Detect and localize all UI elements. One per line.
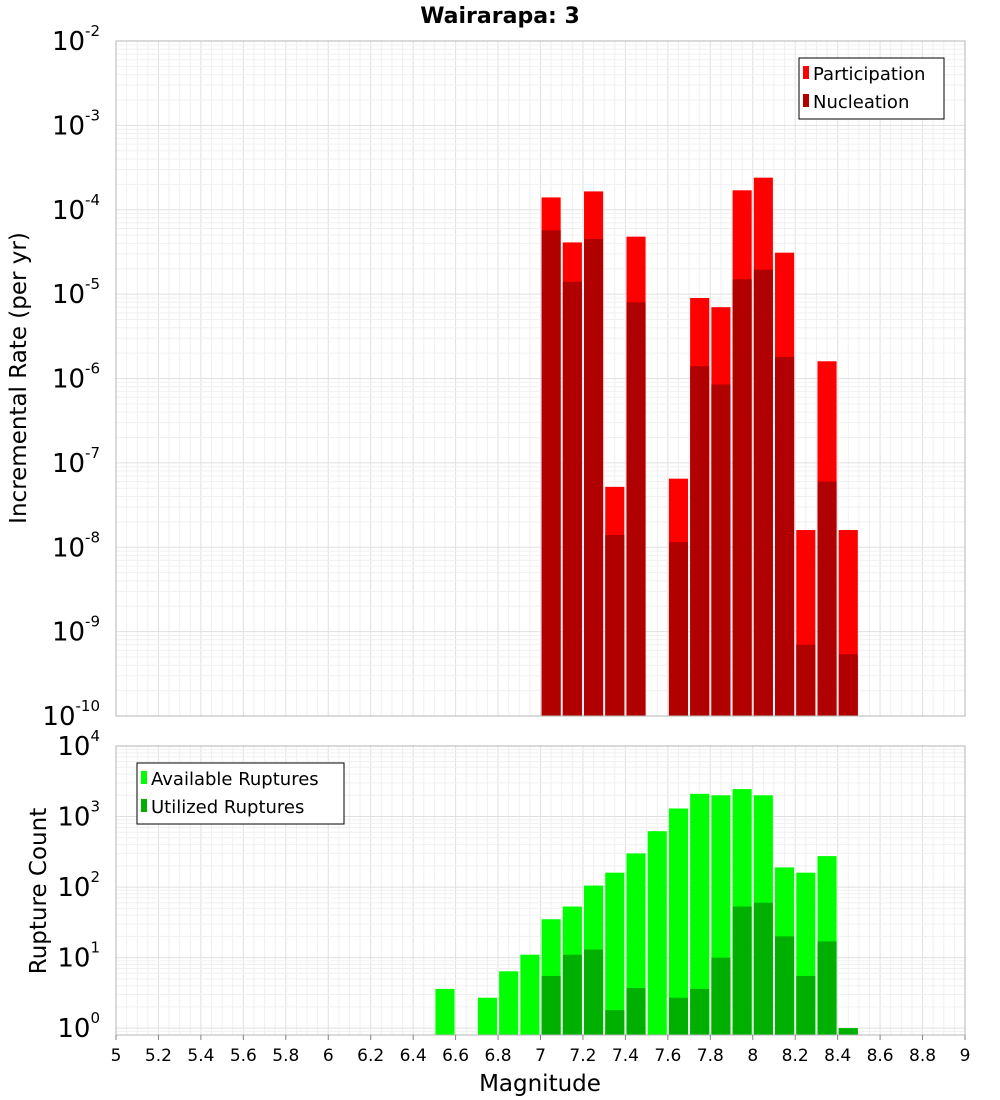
- y-tick-label: 10-9: [52, 613, 100, 648]
- bar-utilized-ruptures: [775, 936, 795, 1035]
- bar-utilized-ruptures: [838, 1028, 858, 1035]
- x-tick-label: 5.6: [230, 1046, 257, 1066]
- x-tick-label: 7.8: [697, 1046, 724, 1066]
- bar-utilized-ruptures: [584, 949, 604, 1035]
- x-tick-label: 6.2: [357, 1046, 384, 1066]
- x-tick-label: 6.6: [442, 1046, 469, 1066]
- legend-label-nucleation: Nucleation: [813, 92, 909, 113]
- rate-panel: 10-10 10-9 10-8 10-7 10-6 10-5 10-4 10-3 10-2 Par…: [42, 22, 966, 732]
- bar-nucleation: [753, 269, 773, 716]
- x-tick-label: 7.6: [654, 1046, 681, 1066]
- bar-available-ruptures: [499, 971, 519, 1035]
- y-tick-label: 10-4: [52, 191, 100, 226]
- x-tick-label: 8: [747, 1046, 758, 1066]
- legend-swatch-available-ruptures: [141, 771, 147, 784]
- y-tick-label: 104: [57, 727, 100, 762]
- x-tick-label: 5: [111, 1046, 122, 1066]
- legend-label-available-ruptures: Available Ruptures: [151, 769, 319, 790]
- y-tick-label: 10-10: [42, 697, 100, 732]
- legend-swatch-utilized-ruptures: [141, 799, 147, 812]
- bar-available-ruptures: [690, 793, 710, 1035]
- legend-box: [798, 57, 945, 120]
- y-tick-label: 10-8: [52, 528, 100, 563]
- bar-utilized-ruptures: [690, 988, 710, 1035]
- bar-nucleation: [732, 279, 752, 716]
- bar-nucleation: [605, 534, 625, 716]
- bar-nucleation: [668, 542, 689, 716]
- x-tick-label: 8.8: [909, 1046, 936, 1066]
- x-tick-label: 7.2: [569, 1046, 596, 1066]
- bar-nucleation: [775, 356, 795, 716]
- y-tick-label: 10-2: [52, 22, 100, 57]
- x-tick-label: 5.2: [145, 1046, 172, 1066]
- top-y-tick-labels: 10-10 10-9 10-8 10-7 10-6 10-5 10-4 10-3 10-2: [42, 22, 100, 732]
- x-tick-label: 5.8: [272, 1046, 299, 1066]
- x-tick-label: 6: [323, 1046, 334, 1066]
- x-axis-label: Magnitude: [479, 1071, 601, 1097]
- x-tick-label: 7.4: [612, 1046, 639, 1066]
- bar-available-ruptures: [520, 954, 540, 1035]
- bar-available-ruptures: [435, 988, 455, 1035]
- y-tick-label: 10-5: [52, 275, 100, 310]
- bar-utilized-ruptures: [626, 988, 646, 1035]
- y-tick-label: 103: [57, 798, 100, 833]
- y-tick-label: 101: [57, 939, 100, 974]
- bar-utilized-ruptures: [753, 902, 773, 1035]
- bar-nucleation: [838, 654, 858, 716]
- x-tick-label: 8.6: [867, 1046, 894, 1066]
- x-tick-label: 5.4: [187, 1046, 214, 1066]
- y-tick-label: 102: [57, 868, 100, 903]
- bar-utilized-ruptures: [668, 997, 689, 1035]
- count-panel: 100 101 102 103 104 5 5.2 5.4 5.6 5.8 6 6.2 6.4 6.6 6.…: [57, 727, 970, 1066]
- x-tick-label: 8.2: [782, 1046, 809, 1066]
- x-tick-label: 9: [960, 1046, 971, 1066]
- legend-swatch-participation: [803, 66, 809, 79]
- legend-box: [136, 762, 345, 825]
- bar-nucleation: [541, 230, 561, 716]
- bar-utilized-ruptures: [541, 975, 561, 1035]
- bar-nucleation: [562, 281, 582, 716]
- bar-nucleation: [626, 302, 646, 716]
- x-tick-label: 8.4: [824, 1046, 851, 1066]
- y-tick-label: 10-3: [52, 106, 100, 141]
- bar-utilized-ruptures: [732, 906, 752, 1035]
- chart-title: Wairarapa: 3: [420, 4, 580, 29]
- legend-label-participation: Participation: [813, 64, 925, 85]
- x-tick-label: 6.4: [400, 1046, 427, 1066]
- bottom-x-tick-labels: 5 5.2 5.4 5.6 5.8 6 6.2 6.4 6.6 6.8 7 7.2 7.4 7.6 7.8 8…: [111, 1035, 971, 1066]
- bar-available-ruptures: [605, 872, 625, 1035]
- bar-utilized-ruptures: [796, 975, 816, 1035]
- bar-available-ruptures: [477, 997, 497, 1035]
- bar-nucleation: [584, 239, 604, 716]
- bar-available-ruptures: [668, 808, 689, 1035]
- bar-utilized-ruptures: [817, 941, 837, 1035]
- bar-nucleation: [796, 644, 816, 716]
- legend-label-utilized-ruptures: Utilized Ruptures: [151, 797, 304, 818]
- bottom-legend: Available Ruptures Utilized Ruptures: [136, 762, 345, 825]
- bar-nucleation: [817, 481, 837, 716]
- top-legend: Participation Nucleation: [798, 57, 945, 120]
- bar-utilized-ruptures: [562, 954, 582, 1035]
- bar-nucleation: [711, 384, 731, 716]
- y-tick-label: 100: [57, 1009, 100, 1044]
- bar-nucleation: [690, 366, 710, 716]
- x-tick-label: 6.8: [485, 1046, 512, 1066]
- bottom-y-tick-labels: 100 101 102 103 104: [57, 727, 100, 1044]
- bar-utilized-ruptures: [711, 957, 731, 1035]
- top-bars: [541, 177, 858, 717]
- bar-available-ruptures: [647, 831, 667, 1035]
- bar-utilized-ruptures: [605, 1010, 625, 1035]
- x-tick-label: 7: [535, 1046, 546, 1066]
- bottom-bars: [435, 789, 858, 1035]
- y-tick-label: 10-6: [52, 360, 100, 395]
- y-tick-label: 10-7: [52, 444, 100, 479]
- top-gridlines: [115, 41, 966, 717]
- top-plot-border: [115, 40, 966, 717]
- bottom-y-axis-label: Rupture Count: [26, 808, 52, 974]
- legend-swatch-nucleation: [803, 94, 809, 107]
- top-y-axis-label: Incremental Rate (per yr): [6, 232, 32, 524]
